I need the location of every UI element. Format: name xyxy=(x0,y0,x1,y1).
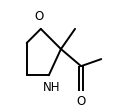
Text: O: O xyxy=(76,95,86,108)
Text: O: O xyxy=(34,10,43,23)
Text: NH: NH xyxy=(43,81,61,94)
